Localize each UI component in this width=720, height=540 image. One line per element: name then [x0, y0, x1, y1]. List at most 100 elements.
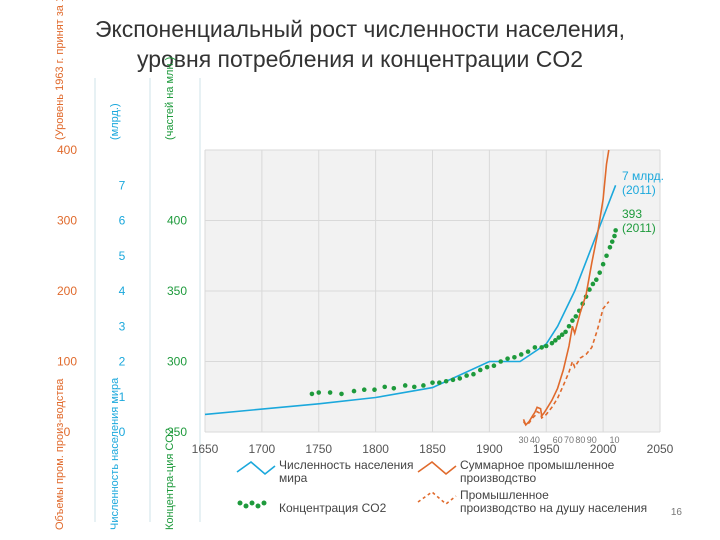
- annotation-text: (2011): [622, 183, 656, 197]
- y-tick-label: 0: [119, 425, 126, 439]
- x-tick-label: 2050: [647, 442, 674, 456]
- co2-point: [412, 384, 417, 390]
- title-line-2: уровня потребления и концентрации CO2: [136, 46, 584, 72]
- co2-point: [543, 343, 549, 349]
- co2-point: [498, 359, 504, 364]
- co2-point: [604, 253, 609, 259]
- legend-swatch-dot: [261, 500, 267, 506]
- legend-label: производство на душу населения: [460, 501, 647, 515]
- population-line: [204, 185, 617, 416]
- x-tick-label: 1750: [305, 442, 332, 456]
- co2-point: [587, 287, 592, 292]
- y-tick-label: 200: [57, 284, 77, 298]
- co2-point: [443, 378, 449, 384]
- axis-header: (частей на млн.): [164, 57, 176, 140]
- co2-point: [471, 371, 476, 377]
- y-tick-label: 7: [119, 178, 126, 192]
- co2-point: [512, 354, 517, 360]
- co2-point: [361, 387, 367, 393]
- decade-label: 40: [530, 435, 540, 445]
- co2-point: [549, 340, 555, 346]
- co2-point: [612, 233, 617, 239]
- co2-point: [525, 349, 531, 354]
- co2-point: [597, 270, 603, 275]
- co2-point: [505, 356, 510, 361]
- y-tick-label: 400: [57, 143, 77, 157]
- co2-point: [391, 385, 397, 391]
- co2-point: [309, 391, 315, 397]
- co2-point: [559, 332, 565, 338]
- y-tick-label: 300: [167, 355, 187, 369]
- x-tick-label: 1950: [533, 442, 560, 456]
- x-tick-label: 1700: [249, 442, 276, 456]
- decade-label: 80: [575, 435, 585, 445]
- co2-point: [351, 388, 357, 394]
- annotation-text: (2011): [622, 221, 656, 235]
- legend-swatch-dot: [243, 503, 249, 509]
- x-tick-label: 1900: [476, 442, 503, 456]
- y-tick-label: 100: [57, 355, 77, 369]
- co2-point: [382, 384, 388, 390]
- decade-label: 90: [587, 435, 597, 445]
- co2-point: [339, 391, 344, 397]
- co2-point: [590, 281, 596, 287]
- axis-header: (Уровень 1963 г. принят за 100): [54, 0, 66, 140]
- legend-swatch-line: [236, 460, 276, 476]
- co2-point: [556, 335, 562, 340]
- y-tick-label: 4: [119, 284, 126, 298]
- co2-point: [609, 239, 615, 244]
- co2-point: [563, 329, 568, 335]
- co2-point: [450, 377, 456, 383]
- y-tick-label: 0: [64, 425, 71, 439]
- annotation-text: 393: [622, 207, 642, 221]
- decade-label: 60: [553, 435, 563, 445]
- co2-point: [484, 364, 490, 370]
- total-production-line: [522, 149, 610, 427]
- co2-point: [437, 380, 442, 385]
- legend-label: Концентрация CO2: [279, 501, 387, 515]
- co2-point: [402, 383, 408, 388]
- co2-point: [607, 244, 613, 250]
- co2-point: [477, 367, 483, 373]
- y-tick-label: 250: [167, 425, 187, 439]
- x-tick-label: 2000: [590, 442, 617, 456]
- y-tick-label: 400: [167, 214, 187, 228]
- x-tick-label: 1650: [192, 442, 219, 456]
- co2-point: [532, 345, 538, 350]
- co2-point: [570, 318, 575, 323]
- y-tick-label: 6: [119, 214, 126, 228]
- y-tick-label: 350: [167, 284, 187, 298]
- co2-point: [464, 373, 469, 378]
- legend-swatch-dot: [249, 500, 255, 506]
- legend-swatch-line: [417, 460, 457, 476]
- legend-swatch-line: [417, 490, 457, 506]
- y-tick-label: 1: [119, 390, 126, 404]
- axis-header: (млрд.): [109, 103, 121, 140]
- page-number: 16: [670, 507, 682, 518]
- co2-point: [573, 314, 579, 319]
- decade-label: 10: [609, 435, 619, 445]
- co2-point: [421, 383, 426, 388]
- legend-label: мира: [279, 471, 308, 485]
- co2-point: [327, 390, 333, 395]
- production-per-capita-line: [522, 301, 610, 426]
- legend-swatch-dot: [237, 500, 243, 506]
- legend-label: Суммарное промышленное: [460, 458, 615, 472]
- co2-point: [539, 345, 544, 350]
- co2-point: [457, 376, 463, 381]
- legend-swatch-dot: [255, 503, 261, 509]
- co2-point: [594, 277, 599, 283]
- title-line-1: Экспоненциальный рост численности населе…: [94, 16, 626, 42]
- decade-label: 70: [564, 435, 574, 445]
- axis-footer: Объемы пром. произ-водства: [54, 378, 66, 530]
- slide-title: Экспоненциальный рост численности населе…: [0, 14, 720, 74]
- y-tick-label: 5: [119, 249, 126, 263]
- co2-point: [316, 390, 322, 395]
- legend-label: Численность населения: [279, 458, 413, 472]
- legend-label: производство: [460, 471, 536, 485]
- x-tick-label: 1850: [419, 442, 446, 456]
- y-tick-label: 2: [119, 355, 126, 369]
- co2-point: [491, 363, 497, 369]
- co2-point: [566, 323, 572, 329]
